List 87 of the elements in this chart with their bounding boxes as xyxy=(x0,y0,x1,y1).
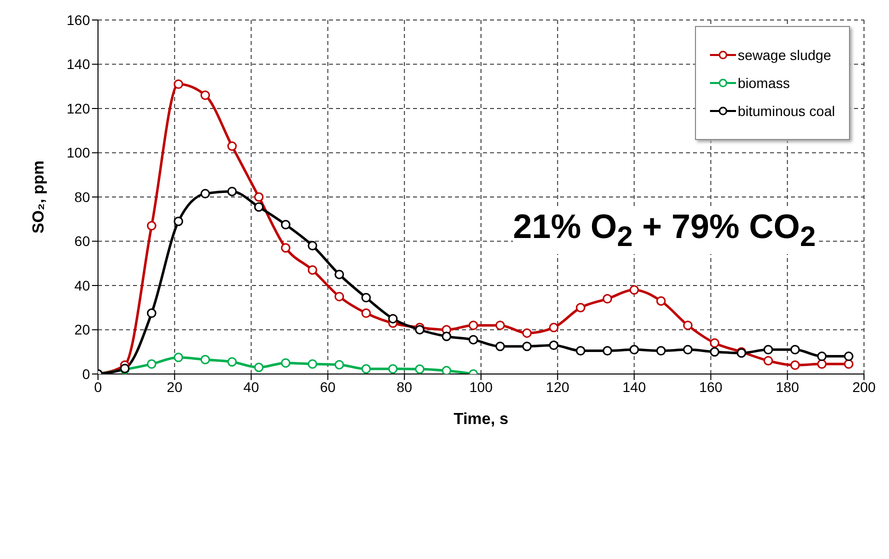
point xyxy=(629,344,639,354)
point xyxy=(200,188,210,198)
point xyxy=(844,352,854,362)
y-tick-label: 120 xyxy=(66,100,90,116)
x-tick-label: 80 xyxy=(396,378,412,395)
point xyxy=(442,332,452,342)
x-tick-label: 40 xyxy=(243,378,260,395)
legend-label: bituminous coal xyxy=(738,103,835,119)
point xyxy=(844,359,854,369)
x-tick-label: 140 xyxy=(622,378,646,395)
point xyxy=(361,292,371,302)
y-axis-title: SO₂, ppm xyxy=(30,160,48,234)
point xyxy=(146,359,156,369)
point xyxy=(790,360,800,370)
point xyxy=(629,285,639,295)
y-tick-label: 60 xyxy=(74,233,90,250)
x-tick-label: 100 xyxy=(469,378,493,395)
y-tick-label: 160 xyxy=(66,12,90,28)
point xyxy=(710,338,720,348)
x-tick-label: 200 xyxy=(852,378,876,395)
y-tick-label: 140 xyxy=(66,56,90,72)
point xyxy=(388,364,398,374)
point xyxy=(174,352,184,362)
x-tick-label: 0 xyxy=(94,378,102,395)
point xyxy=(146,221,156,231)
point xyxy=(764,344,773,354)
point xyxy=(710,347,720,357)
point xyxy=(442,366,452,374)
x-tick-label: 20 xyxy=(166,378,183,395)
point xyxy=(227,186,237,196)
point xyxy=(764,356,773,366)
legend-label: sewage sludge xyxy=(738,47,832,63)
point xyxy=(308,240,318,250)
point xyxy=(468,334,478,344)
point xyxy=(280,220,290,230)
point xyxy=(683,344,693,354)
point xyxy=(254,362,264,372)
point xyxy=(683,320,693,330)
point xyxy=(522,342,532,352)
point xyxy=(334,270,344,280)
point xyxy=(334,360,344,370)
x-tick-label: 120 xyxy=(546,378,570,395)
point xyxy=(361,308,371,318)
x-tick-label: 180 xyxy=(776,378,800,395)
y-tick-label: 80 xyxy=(74,188,90,205)
x-tick-label: 160 xyxy=(699,378,723,395)
point xyxy=(174,216,184,226)
y-tick-label: 20 xyxy=(74,322,90,338)
point xyxy=(549,340,559,350)
point xyxy=(656,296,666,306)
point xyxy=(254,202,264,212)
point xyxy=(602,346,612,356)
point xyxy=(576,302,586,312)
point xyxy=(468,320,478,330)
point xyxy=(388,314,398,324)
point xyxy=(146,308,156,318)
y-tick-label: 100 xyxy=(66,144,90,161)
point xyxy=(522,328,532,338)
point xyxy=(576,346,586,356)
point xyxy=(817,359,827,369)
point xyxy=(790,344,800,354)
y-tick-label: 0 xyxy=(82,366,90,382)
point xyxy=(817,352,827,362)
point xyxy=(308,359,318,369)
point xyxy=(174,79,184,89)
point xyxy=(280,243,290,253)
point xyxy=(414,364,424,374)
point xyxy=(414,325,424,334)
point xyxy=(200,90,210,100)
point xyxy=(280,358,290,368)
annotation: 21% O$_{2}$ + 79% CO$_{2}$ xyxy=(513,208,816,254)
point xyxy=(200,354,210,364)
point xyxy=(495,342,505,352)
x-axis-title: Time, s xyxy=(454,411,509,428)
point xyxy=(549,322,559,332)
point xyxy=(254,192,264,202)
y-tick-label: 40 xyxy=(74,277,90,294)
point xyxy=(602,294,612,304)
point xyxy=(656,346,666,356)
point xyxy=(334,292,344,302)
x-tick-label: 60 xyxy=(320,378,336,395)
point xyxy=(227,357,237,367)
legend-label: biomass xyxy=(738,75,790,91)
point xyxy=(495,320,505,330)
point xyxy=(308,265,318,275)
point xyxy=(227,141,237,151)
point xyxy=(361,364,371,374)
